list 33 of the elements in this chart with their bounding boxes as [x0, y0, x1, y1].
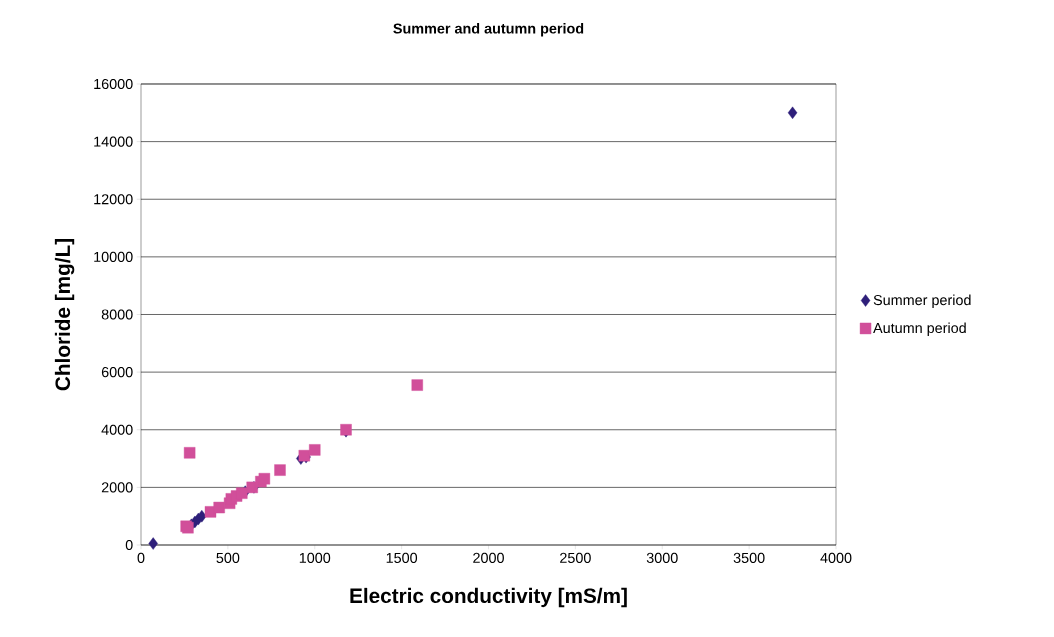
y-tick-label: 12000	[94, 194, 133, 205]
y-tick-label: 10000	[94, 251, 133, 262]
y-tick-label: 6000	[101, 367, 133, 378]
point	[411, 379, 423, 391]
y-tick-label: 0	[125, 539, 133, 551]
x-tick-label: 500	[216, 552, 240, 563]
x-tick-label: 0	[137, 552, 145, 563]
point	[787, 106, 798, 120]
y-tick-label: 2000	[101, 482, 133, 493]
x-axis-title: Electric conductivity [mS/m]	[350, 587, 627, 608]
chart-title: Summer and autumn period	[393, 23, 584, 37]
point	[197, 509, 207, 523]
x-tick-label: 1500	[386, 552, 418, 563]
point	[213, 501, 225, 514]
y-axis-title: Chloride [mg/L]	[54, 239, 75, 391]
x-tick-label: 2000	[473, 552, 504, 563]
x-tick-label: 3500	[733, 552, 765, 563]
point	[258, 473, 271, 485]
legend-label: Autumn period	[873, 322, 966, 336]
point	[274, 464, 286, 476]
point	[183, 447, 196, 459]
point	[309, 444, 321, 456]
point	[236, 487, 248, 499]
y-tick-label: 4000	[101, 424, 133, 435]
y-tick-label: 8000	[101, 309, 133, 320]
x-tick-label: 3000	[646, 552, 678, 563]
legend-label: Summer period	[873, 294, 971, 308]
y-tick-label: 16000	[94, 78, 133, 90]
y-tick-label: 14000	[94, 136, 133, 147]
x-tick-label: 4000	[820, 552, 852, 563]
x-tick-label: 1000	[299, 552, 331, 563]
point	[148, 537, 158, 550]
x-tick-label: 2500	[560, 552, 591, 563]
